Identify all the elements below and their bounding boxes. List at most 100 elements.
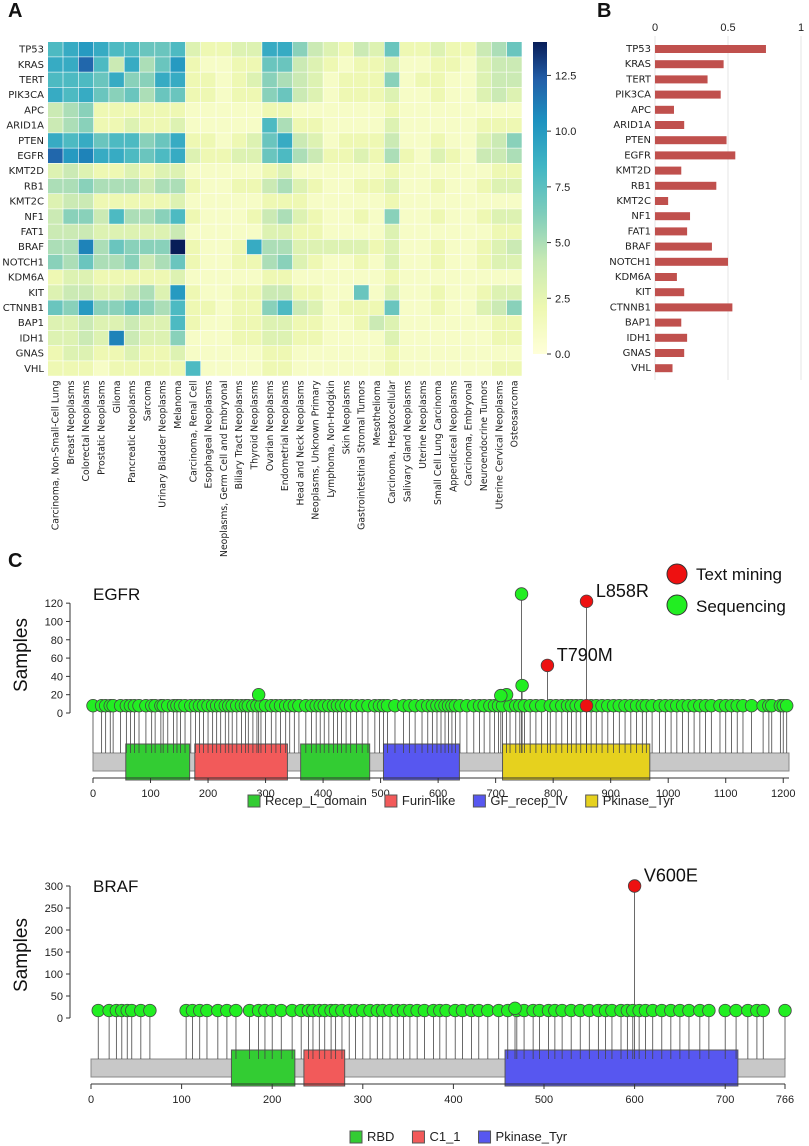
heatmap-cell	[246, 239, 262, 255]
heatmap-cell	[201, 239, 216, 255]
domain-legend-label: Pkinase_Tyr	[496, 1129, 568, 1144]
mutation-point	[251, 687, 266, 702]
y-tick-label: 250	[45, 903, 63, 915]
heatmap-cell	[93, 178, 109, 194]
heatmap-cell	[246, 148, 262, 163]
heatmap-cell	[354, 72, 369, 87]
heatmap-cell	[277, 346, 293, 361]
heatmap-cell	[461, 118, 476, 133]
mutation-point	[779, 698, 794, 713]
heatmap-cell	[246, 346, 262, 361]
heatmap-cell	[277, 57, 293, 72]
heatmap-row-label: NF1	[24, 212, 44, 223]
heatmap-cell	[415, 254, 430, 270]
heatmap-cell	[338, 346, 354, 361]
heatmap-cell	[185, 285, 201, 300]
mutation-point	[494, 688, 508, 703]
heatmap-cell	[185, 346, 201, 361]
heatmap-cell	[292, 87, 308, 103]
heatmap-cell	[507, 209, 522, 224]
heatmap-cell	[384, 315, 400, 331]
heatmap-cell	[415, 163, 430, 179]
heatmap-cell	[354, 42, 369, 57]
heatmap-row-label: BAP1	[18, 318, 44, 329]
heatmap-cell	[308, 270, 323, 285]
heatmap-cell	[277, 163, 293, 179]
heatmap-cell	[384, 102, 400, 118]
heatmap-cell	[48, 148, 63, 163]
heatmap-cell	[93, 118, 109, 133]
heatmap-cell	[48, 57, 63, 72]
heatmap-cell	[262, 87, 277, 103]
heatmap-cell	[262, 315, 277, 331]
heatmap-cell	[369, 285, 384, 300]
bar-category-label: APC	[631, 105, 651, 116]
heatmap-cell	[185, 209, 201, 224]
heatmap-column-label: Sarcoma	[142, 380, 153, 421]
mutation-point	[540, 658, 555, 673]
domain-legend-swatch	[411, 1130, 425, 1144]
heatmap-cell	[63, 224, 78, 239]
heatmap-cell	[231, 72, 247, 87]
heatmap-cell	[384, 285, 400, 300]
heatmap-cell	[216, 163, 231, 179]
heatmap-cell	[507, 87, 522, 103]
y-tick-label: 20	[51, 690, 63, 702]
heatmap-cell	[63, 254, 78, 270]
heatmap-cell	[354, 87, 369, 103]
bar-category-label: CTNNB1	[610, 302, 651, 313]
heatmap-cell	[185, 315, 201, 331]
heatmap-cell	[262, 148, 277, 163]
colorbar-tick-label: 2.5	[555, 293, 570, 305]
heatmap-cell	[461, 72, 476, 87]
heatmap-cell	[78, 346, 94, 361]
heatmap-cell	[277, 209, 293, 224]
heatmap-cell	[216, 57, 231, 72]
heatmap-cell	[262, 72, 277, 87]
heatmap-cell	[430, 254, 446, 270]
y-tick-label: 60	[51, 653, 63, 665]
protein-domain	[504, 1049, 739, 1087]
heatmap-row-label: CTNNB1	[3, 303, 44, 314]
x-tick-label: 400	[444, 1094, 462, 1106]
heatmap-cell	[308, 346, 323, 361]
heatmap-cell	[476, 57, 492, 72]
heatmap-cell	[170, 315, 186, 331]
heatmap-cell	[246, 102, 262, 118]
mutation-point	[229, 1003, 243, 1018]
heatmap-cell	[170, 224, 186, 239]
heatmap-cell	[124, 285, 140, 300]
heatmap-cell	[124, 57, 140, 72]
heatmap-cell	[124, 133, 140, 148]
protein-domain	[230, 1049, 296, 1087]
heatmap-row-label: ARID1A	[6, 121, 44, 132]
heatmap-cell	[292, 346, 308, 361]
heatmap-cell	[277, 102, 293, 118]
heatmap-cell	[308, 57, 323, 72]
heatmap-column-label: Uterine Cervical Neoplasms	[494, 380, 505, 509]
heatmap-cell	[216, 224, 231, 239]
heatmap-cell	[461, 361, 476, 376]
bar-category-label: KMT2D	[616, 166, 652, 177]
heatmap-cell	[93, 285, 109, 300]
heatmap-cell	[399, 361, 415, 376]
domain-legend-swatch	[472, 794, 486, 808]
heatmap-cell	[201, 224, 216, 239]
heatmap-cell	[292, 285, 308, 300]
heatmap-cell	[109, 254, 124, 270]
bar	[655, 197, 669, 205]
mutation-point	[729, 1003, 743, 1018]
heatmap-cell	[338, 42, 354, 57]
bar	[655, 105, 674, 114]
egfr-lollipop-plot: EGFR Samples 0 20 40 60 80 100 120 L858R T790M 0 100…	[11, 581, 795, 808]
heatmap-cell	[170, 57, 186, 72]
heatmap-cell	[63, 163, 78, 179]
heatmap-cell	[445, 148, 461, 163]
heatmap-row-label: KRAS	[18, 60, 44, 71]
heatmap-cell	[277, 270, 293, 285]
heatmap-column-label: Skin Neoplasms	[341, 380, 352, 454]
bar	[655, 60, 724, 69]
heatmap-cell	[246, 194, 262, 209]
heatmap-row-label: KMT2D	[9, 166, 45, 177]
heatmap-column-label: Carcinoma, Renal Cell	[188, 380, 199, 482]
